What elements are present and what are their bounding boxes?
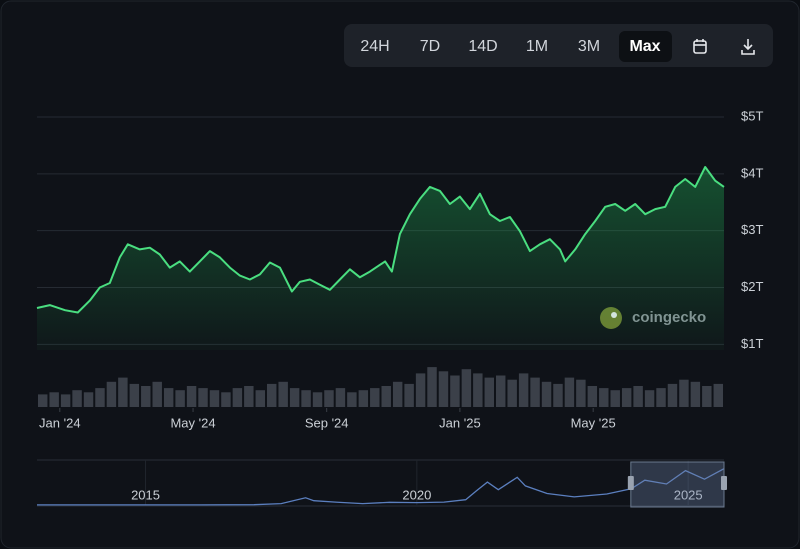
range-button[interactable]: 1M xyxy=(526,38,548,55)
area-fill xyxy=(37,167,724,350)
active-button-bg xyxy=(619,31,672,62)
nav-handle[interactable] xyxy=(627,476,634,490)
volume-bar xyxy=(404,383,414,407)
volume-bar xyxy=(198,388,208,407)
download-icon[interactable] xyxy=(741,39,755,55)
volume-bar xyxy=(141,386,151,407)
nav-tick-label: 2025 xyxy=(674,487,703,502)
nav-handle[interactable] xyxy=(721,476,727,490)
volume-bar xyxy=(312,392,323,407)
x-tick-label: May '25 xyxy=(571,415,616,430)
volume-bar xyxy=(633,386,643,407)
volume-bar xyxy=(599,388,609,407)
volume-bar xyxy=(335,388,346,407)
volume-bar xyxy=(38,394,48,407)
volume-bar xyxy=(209,390,220,407)
volume-bar xyxy=(610,390,620,407)
volume-bar xyxy=(301,390,311,407)
volume-bar xyxy=(324,390,334,407)
volume-bar xyxy=(530,377,540,407)
volume-bar xyxy=(255,390,265,407)
volume-bar xyxy=(679,379,689,407)
volume-bar xyxy=(507,379,517,407)
x-tick-label: Jan '24 xyxy=(39,415,81,430)
volume-bar xyxy=(667,383,678,407)
volume-bar xyxy=(564,377,575,407)
volume-bar xyxy=(450,375,460,407)
y-tick-label: $1T xyxy=(741,336,763,351)
volume-bar xyxy=(644,390,655,407)
volume-bar xyxy=(152,381,162,407)
x-tick-label: Jan '25 xyxy=(439,415,481,430)
volume-bar xyxy=(553,383,563,407)
volume-bar xyxy=(106,381,117,407)
y-tick-label: $5T xyxy=(741,108,763,123)
volume-bar xyxy=(49,392,59,407)
volume-bar xyxy=(621,388,632,407)
volume-bar xyxy=(484,377,494,407)
volume-bar xyxy=(415,373,426,407)
toolbar xyxy=(344,24,773,67)
nav-selection[interactable] xyxy=(630,461,725,508)
range-button[interactable]: Max xyxy=(629,38,660,55)
volume-bar xyxy=(221,392,231,407)
volume-bar xyxy=(427,367,437,407)
y-tick-label: $3T xyxy=(741,222,763,237)
volume-bar xyxy=(95,388,105,407)
volume-bar xyxy=(381,386,391,407)
volume-bar xyxy=(702,386,712,407)
volume-bar xyxy=(358,390,369,407)
volume-bar xyxy=(118,377,128,407)
volume-bar xyxy=(438,371,449,407)
volume-bar xyxy=(244,386,254,407)
volume-bar xyxy=(576,379,586,407)
volume-bar xyxy=(347,392,357,407)
range-button[interactable]: 24H xyxy=(360,38,389,55)
range-button[interactable]: 14D xyxy=(468,38,497,55)
volume-bar xyxy=(713,383,723,407)
volume-bar xyxy=(232,388,243,407)
range-button[interactable]: 3M xyxy=(578,38,600,55)
volume-bar xyxy=(83,392,94,407)
price-line xyxy=(36,166,725,314)
nav-line xyxy=(37,468,725,506)
volume-bar xyxy=(461,369,472,407)
nav-tick-label: 2015 xyxy=(131,487,160,502)
volume-bar xyxy=(656,388,666,407)
y-tick-label: $2T xyxy=(741,279,763,294)
volume-bar xyxy=(587,386,598,407)
volume-bar xyxy=(278,381,288,407)
volume-bar xyxy=(496,375,506,407)
volume-bar xyxy=(370,388,380,407)
range-button[interactable]: 7D xyxy=(420,38,440,55)
y-tick-label: $4T xyxy=(741,165,763,180)
volume-bar xyxy=(518,373,529,407)
volume-bar xyxy=(267,383,277,407)
volume-bar xyxy=(392,381,403,407)
volume-bar xyxy=(163,388,174,407)
volume-bar xyxy=(473,373,483,407)
x-tick-label: Sep '24 xyxy=(305,415,349,430)
volume-bar xyxy=(129,383,140,407)
volume-bar xyxy=(60,394,71,407)
volume-bar xyxy=(72,390,82,407)
nav-tick-label: 2020 xyxy=(402,487,431,502)
volume-bar xyxy=(690,381,701,407)
volume-bar xyxy=(175,390,185,407)
volume-bar xyxy=(186,386,197,407)
volume-bar xyxy=(289,388,300,407)
volume-bar xyxy=(541,381,552,407)
x-tick-label: May '24 xyxy=(170,415,215,430)
calendar-icon[interactable] xyxy=(693,39,707,54)
